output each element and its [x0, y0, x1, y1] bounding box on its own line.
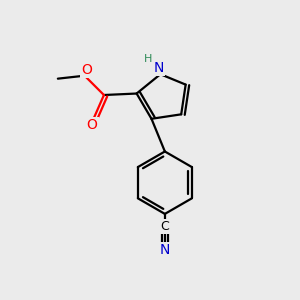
Text: N: N — [160, 243, 170, 257]
Text: O: O — [82, 63, 92, 77]
Text: O: O — [87, 118, 98, 132]
Text: C: C — [160, 220, 169, 233]
Text: N: N — [154, 61, 164, 75]
Text: H: H — [144, 54, 152, 64]
